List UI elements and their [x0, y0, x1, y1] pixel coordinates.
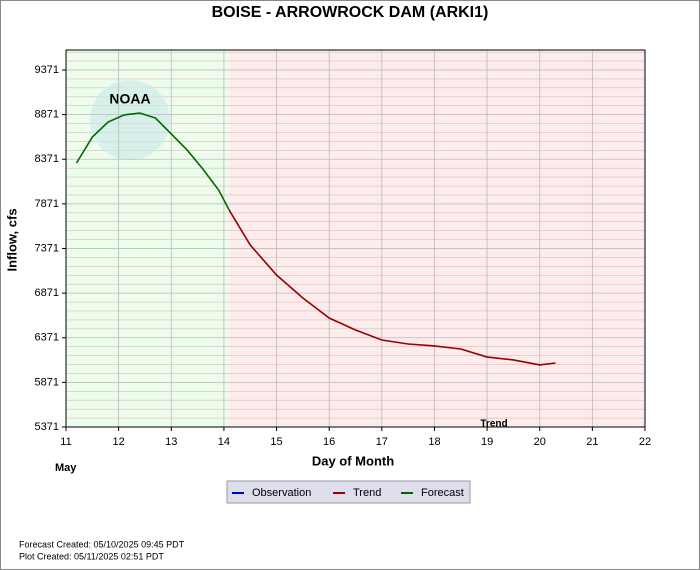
annotation: Trend — [480, 419, 507, 430]
x-tick-label: 21 — [586, 436, 598, 448]
y-tick-label: 8871 — [35, 109, 59, 121]
series-line — [75, 112, 230, 211]
x-tick-label: 20 — [534, 436, 546, 448]
x-tick-label: 19 — [481, 436, 493, 448]
x-tick-label: 13 — [165, 436, 177, 448]
x-tick-label: 14 — [218, 436, 230, 448]
legend-box — [226, 480, 471, 504]
y-tick-label: 7871 — [35, 198, 59, 210]
plot-area: NOAA 5371 5871 6371 6871 7371 7871 8371 8871 9371… — [35, 49, 651, 448]
footer-text: Forecast Created: 05/10/2025 09:45 PDT — [19, 539, 185, 549]
series-line — [228, 209, 556, 366]
x-tick-label: 12 — [113, 436, 125, 448]
y-axis-label: Inflow, cfs — [4, 208, 19, 271]
x-tick-label: 16 — [323, 436, 335, 448]
x-sublabel: May — [55, 462, 77, 474]
x-tick-label: 17 — [376, 436, 388, 448]
y-tick-label: 6871 — [35, 287, 59, 299]
legend-label: Forecast — [421, 487, 464, 499]
chart-title: BOISE - ARROWROCK DAM (ARKI1) — [212, 4, 489, 21]
footer-text: Plot Created: 05/11/2025 02:51 PDT — [19, 551, 164, 561]
x-axis-label: Day of Month — [312, 453, 394, 468]
y-tick-label: 7371 — [35, 242, 59, 254]
y-tick-label: 9371 — [35, 64, 59, 76]
y-tick-label: 8371 — [35, 153, 59, 165]
y-tick-label: 6371 — [35, 332, 59, 344]
x-tick-label: 18 — [428, 436, 440, 448]
y-tick-label: 5871 — [35, 376, 59, 388]
legend: Observation Trend Forecast — [226, 480, 471, 504]
x-tick-label: 22 — [639, 436, 651, 448]
plot-border — [65, 49, 646, 428]
logo-text: NOAA — [109, 91, 150, 107]
legend-label: Observation — [252, 487, 311, 499]
x-tick-label: 11 — [60, 436, 71, 448]
x-tick-label: 15 — [270, 436, 282, 448]
legend-label: Trend — [353, 487, 381, 499]
y-tick-label: 5371 — [35, 421, 59, 433]
logo — [90, 80, 170, 160]
